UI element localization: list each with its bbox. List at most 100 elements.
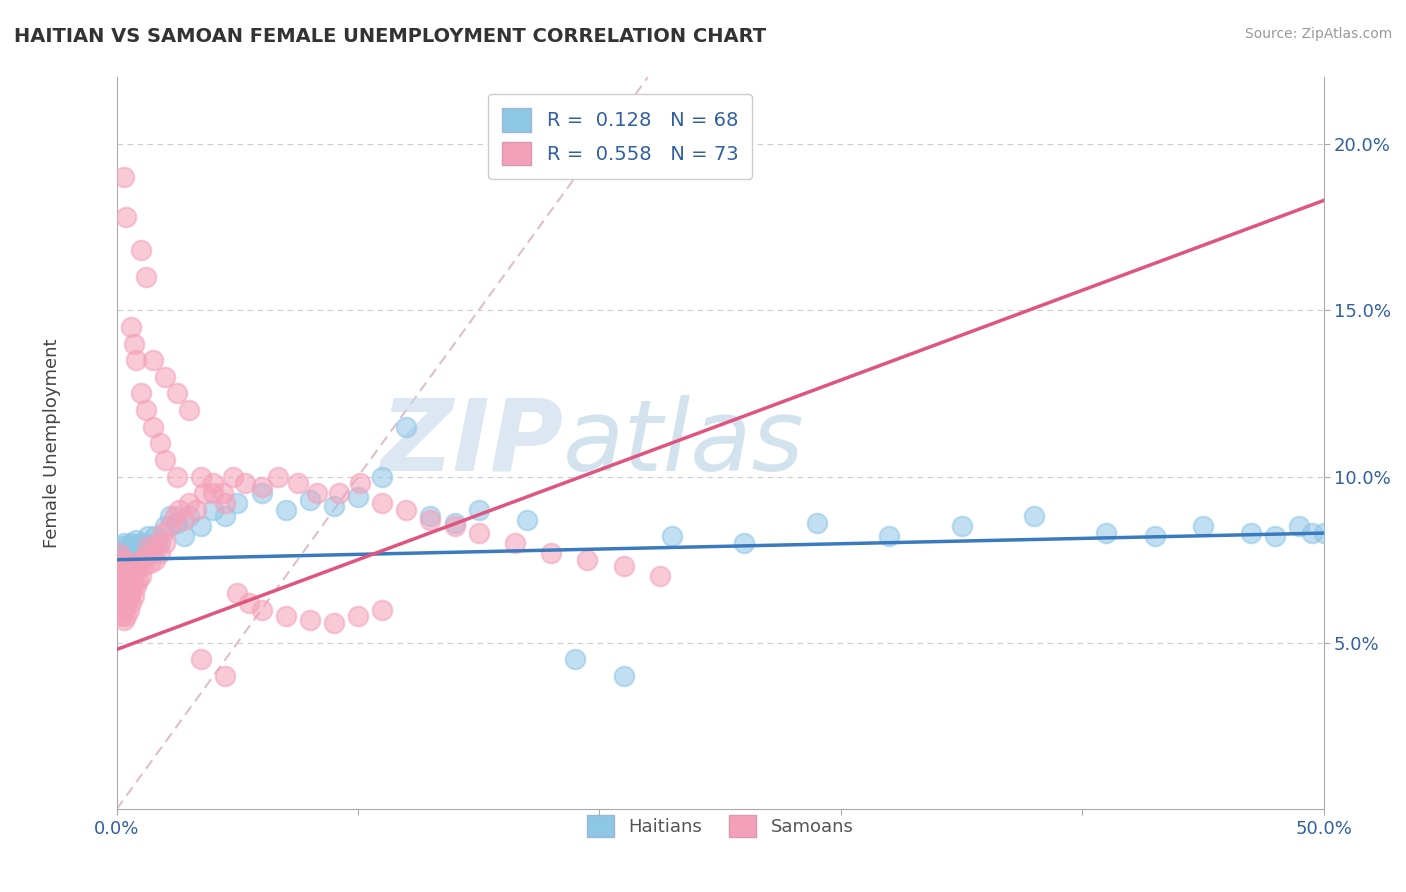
Point — [226, 496, 249, 510]
Point — [613, 559, 636, 574]
Point — [112, 546, 135, 560]
Point — [125, 579, 148, 593]
Point — [238, 596, 260, 610]
Point — [108, 576, 131, 591]
Point — [118, 589, 141, 603]
Point — [132, 542, 155, 557]
Point — [120, 596, 142, 610]
Point — [1312, 526, 1334, 541]
Point — [322, 615, 344, 630]
Point — [267, 469, 290, 483]
Point — [129, 552, 152, 566]
Point — [118, 540, 141, 554]
Point — [233, 476, 256, 491]
Point — [169, 503, 191, 517]
Point — [129, 569, 152, 583]
Point — [214, 669, 236, 683]
Point — [877, 529, 900, 543]
Point — [152, 526, 174, 541]
Point — [112, 596, 135, 610]
Point — [125, 533, 148, 547]
Point — [576, 552, 599, 566]
Point — [112, 613, 135, 627]
Point — [177, 403, 200, 417]
Point — [648, 569, 671, 583]
Point — [110, 569, 132, 583]
Point — [305, 486, 328, 500]
Point — [166, 469, 188, 483]
Point — [298, 613, 321, 627]
Point — [950, 519, 973, 533]
Point — [112, 556, 135, 570]
Point — [1301, 526, 1323, 541]
Point — [115, 552, 138, 566]
Point — [166, 386, 188, 401]
Point — [127, 573, 149, 587]
Point — [115, 542, 138, 557]
Point — [110, 592, 132, 607]
Point — [395, 503, 418, 517]
Point — [1022, 509, 1045, 524]
Point — [129, 244, 152, 258]
Point — [135, 403, 157, 417]
Point — [153, 453, 176, 467]
Point — [115, 609, 138, 624]
Point — [503, 536, 526, 550]
Point — [122, 549, 145, 564]
Point — [118, 552, 141, 566]
Point — [132, 559, 155, 574]
Point — [139, 556, 162, 570]
Point — [149, 546, 172, 560]
Point — [110, 579, 132, 593]
Point — [135, 549, 157, 564]
Point — [115, 589, 138, 603]
Point — [108, 559, 131, 574]
Point — [122, 576, 145, 591]
Point — [564, 652, 586, 666]
Point — [129, 386, 152, 401]
Point — [139, 540, 162, 554]
Point — [115, 549, 138, 564]
Point — [112, 536, 135, 550]
Point — [129, 549, 152, 564]
Point — [186, 503, 208, 517]
Point — [122, 559, 145, 574]
Point — [112, 552, 135, 566]
Point — [177, 496, 200, 510]
Point — [120, 569, 142, 583]
Point — [202, 476, 225, 491]
Point — [136, 540, 159, 554]
Point — [110, 602, 132, 616]
Point — [118, 546, 141, 560]
Point — [1192, 519, 1215, 533]
Point — [419, 509, 441, 524]
Point — [149, 536, 172, 550]
Point — [1095, 526, 1118, 541]
Point — [190, 469, 212, 483]
Point — [250, 486, 273, 500]
Point — [108, 586, 131, 600]
Point — [1288, 519, 1310, 533]
Point — [136, 529, 159, 543]
Point — [166, 516, 188, 530]
Point — [142, 542, 165, 557]
Point — [328, 486, 350, 500]
Text: ZIP: ZIP — [380, 395, 564, 491]
Point — [142, 353, 165, 368]
Point — [129, 536, 152, 550]
Point — [250, 479, 273, 493]
Point — [159, 509, 181, 524]
Point — [135, 270, 157, 285]
Point — [120, 536, 142, 550]
Point — [108, 546, 131, 560]
Point — [120, 542, 142, 557]
Point — [274, 609, 297, 624]
Point — [110, 609, 132, 624]
Point — [613, 669, 636, 683]
Point — [733, 536, 755, 550]
Text: atlas: atlas — [564, 395, 804, 491]
Point — [143, 552, 166, 566]
Point — [173, 513, 195, 527]
Point — [110, 552, 132, 566]
Point — [173, 529, 195, 543]
